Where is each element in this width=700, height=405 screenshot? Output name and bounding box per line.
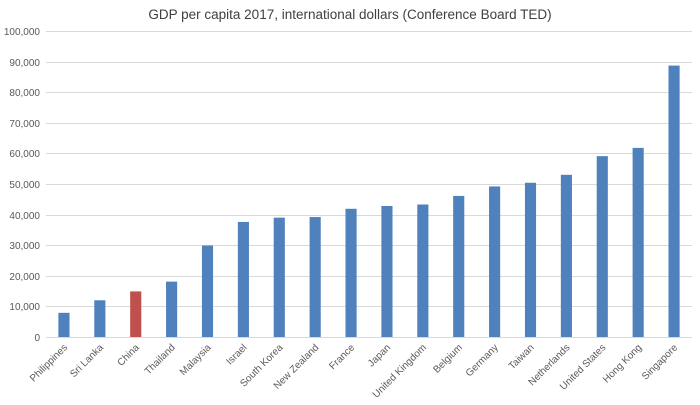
bars: [58, 65, 680, 337]
x-tick-label: Hong Kong: [601, 342, 644, 385]
x-tick-label: Japan: [366, 342, 393, 369]
bar: [453, 195, 465, 337]
chart-title: GDP per capita 2017, international dolla…: [148, 7, 552, 22]
bar: [668, 65, 680, 337]
bar: [632, 147, 644, 337]
bar: [130, 291, 142, 337]
y-tick-label: 50,000: [9, 180, 40, 191]
x-tick-label: Israel: [224, 342, 249, 367]
bar: [201, 245, 214, 337]
x-tick-label: Sri Lanka: [68, 342, 106, 380]
x-tick-label: Singapore: [640, 342, 680, 382]
y-tick-label: 30,000: [9, 241, 40, 252]
bar: [94, 300, 106, 337]
gridlines: [46, 31, 692, 307]
bar: [345, 208, 357, 337]
x-tick-label: Malaysia: [178, 342, 214, 378]
y-tick-label: 40,000: [9, 211, 40, 222]
y-tick-label: 10,000: [9, 302, 40, 313]
bar: [58, 312, 70, 337]
bar: [489, 186, 501, 337]
x-tick-label: China: [116, 342, 143, 369]
bar: [596, 156, 608, 337]
bar: [381, 206, 393, 337]
x-tick-label: Taiwan: [507, 342, 537, 372]
x-tick-label: Philippines: [28, 342, 70, 384]
y-tick-label: 90,000: [9, 58, 40, 69]
y-tick-label: 20,000: [9, 272, 40, 283]
x-tick-label: Thailand: [143, 342, 178, 377]
bar: [524, 182, 537, 337]
y-tick-label: 80,000: [9, 88, 40, 99]
y-tick-label: 70,000: [9, 119, 40, 130]
bar: [560, 174, 572, 337]
x-tick-label: Belgium: [432, 342, 465, 375]
x-tick-label: France: [327, 342, 357, 372]
x-tick-label: Germany: [464, 342, 501, 379]
bar: [273, 217, 285, 337]
bar: [417, 204, 429, 337]
bar: [166, 281, 178, 337]
y-tick-label: 0: [34, 333, 40, 344]
y-axis-labels: 0 10,000 20,000 30,000 40,000 50,000 60,000 70,…: [4, 27, 41, 344]
bar: [237, 221, 249, 337]
bar: [309, 217, 321, 337]
y-tick-label: 100,000: [4, 27, 41, 38]
y-tick-label: 60,000: [9, 149, 40, 160]
